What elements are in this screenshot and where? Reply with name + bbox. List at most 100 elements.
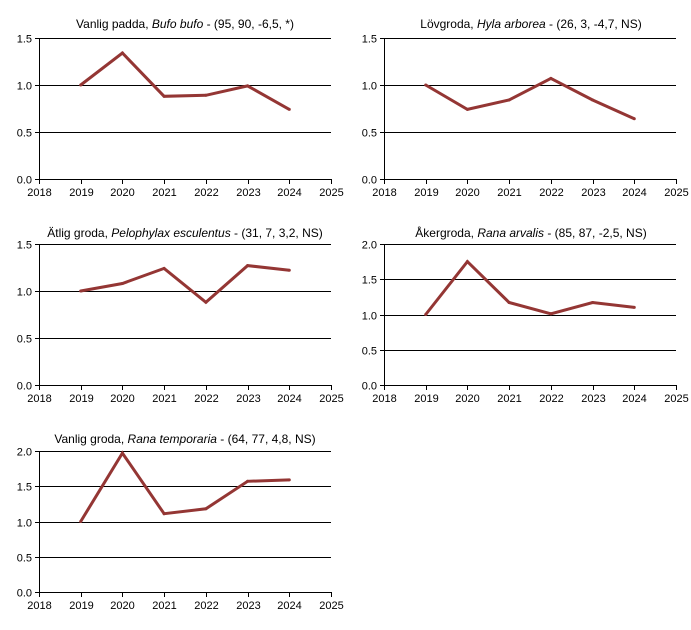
y-tick-label: 0.5 bbox=[362, 128, 377, 140]
chart-title: Åkergroda, Rana arvalis - (85, 87, -2,5,… bbox=[415, 225, 646, 240]
x-tick-label: 2023 bbox=[236, 393, 260, 405]
series-line-1 bbox=[79, 50, 291, 111]
x-tick-label: 2019 bbox=[69, 393, 93, 405]
y-tick-label: 0.5 bbox=[17, 553, 32, 565]
x-tick-label: 2022 bbox=[194, 187, 218, 199]
x-tick-label: 2020 bbox=[110, 393, 134, 405]
data-point bbox=[465, 260, 469, 264]
y-tick-label: 0.0 bbox=[362, 175, 377, 187]
x-tick-label: 2023 bbox=[581, 187, 605, 199]
y-tick-label: 0.0 bbox=[17, 588, 32, 600]
chart-title-latin: Rana arvalis bbox=[477, 226, 544, 240]
x-tick-label: 2025 bbox=[319, 393, 343, 405]
x-tick-label: 2018 bbox=[372, 393, 396, 405]
series-line-1 bbox=[424, 259, 635, 316]
x-tick-label: 2020 bbox=[455, 393, 479, 405]
chart-title-latin: Hyla arborea bbox=[477, 17, 546, 31]
y-tick-label: 2.0 bbox=[17, 447, 32, 459]
x-tick-label: 2025 bbox=[319, 187, 343, 199]
data-point bbox=[204, 300, 208, 304]
chart-title-latin: Pelophylax esculentus bbox=[111, 226, 230, 240]
data-point bbox=[591, 301, 595, 304]
chart-panel-4: Åkergroda, Rana arvalis - (85, 87, -2,5,… bbox=[362, 225, 689, 405]
x-tick-label: 2025 bbox=[664, 187, 688, 199]
x-tick-label: 2024 bbox=[622, 187, 646, 199]
chart-title-stats: - (31, 7, 3,2, NS) bbox=[231, 226, 323, 240]
data-point bbox=[162, 512, 166, 516]
x-tick-label: 2024 bbox=[277, 393, 301, 405]
data-point bbox=[79, 83, 83, 87]
y-tick-label: 0.5 bbox=[362, 346, 377, 358]
x-tick-label: 2023 bbox=[581, 393, 605, 405]
data-point bbox=[549, 312, 553, 316]
chart-title-stats: - (85, 87, -2,5, NS) bbox=[544, 226, 647, 240]
x-tick-label: 2019 bbox=[69, 187, 93, 199]
y-tick-label: 0.0 bbox=[362, 381, 377, 393]
x-tick-label: 2018 bbox=[27, 187, 51, 199]
chart-panel-1: Vanlig padda, Bufo bufo - (95, 90, -6,5,… bbox=[17, 17, 344, 199]
y-tick-label: 1.0 bbox=[17, 81, 32, 93]
y-tick-label: 0.0 bbox=[17, 381, 32, 393]
chart-title-stats: - (64, 77, 4,8, NS) bbox=[217, 432, 316, 446]
data-point bbox=[162, 266, 166, 270]
chart-title-latin: Bufo bufo bbox=[152, 17, 204, 31]
chart-title-stats: - (26, 3, -4,7, NS) bbox=[546, 17, 642, 31]
data-point bbox=[424, 313, 428, 316]
y-tick-label: 0.5 bbox=[17, 128, 32, 140]
chart-title-common: Ätlig groda, bbox=[47, 226, 111, 240]
x-tick-label: 2025 bbox=[319, 600, 343, 612]
x-tick-label: 2018 bbox=[372, 187, 396, 199]
x-tick-label: 2022 bbox=[539, 187, 563, 199]
data-point bbox=[507, 98, 511, 102]
data-point bbox=[120, 451, 124, 455]
series-line-1 bbox=[424, 76, 635, 121]
y-tick-label: 1.5 bbox=[362, 34, 377, 46]
chart-panel-5: Vanlig groda, Rana temporaria - (64, 77,… bbox=[17, 432, 344, 612]
x-tick-label: 2024 bbox=[622, 393, 646, 405]
chart-title-common: Vanlig padda, bbox=[76, 17, 152, 31]
y-tick-label: 1.5 bbox=[17, 482, 32, 494]
data-point bbox=[79, 289, 83, 293]
x-tick-label: 2023 bbox=[236, 600, 260, 612]
data-point bbox=[632, 117, 636, 121]
data-point bbox=[204, 507, 208, 511]
chart-title: Vanlig padda, Bufo bufo - (95, 90, -6,5,… bbox=[76, 17, 294, 31]
chart-title-common: Lövgroda, bbox=[420, 17, 477, 31]
y-tick-label: 1.0 bbox=[362, 311, 377, 323]
data-point bbox=[120, 51, 124, 55]
x-tick-label: 2022 bbox=[539, 393, 563, 405]
x-tick-label: 2019 bbox=[414, 393, 438, 405]
y-tick-label: 1.5 bbox=[17, 240, 32, 252]
x-tick-label: 2022 bbox=[194, 600, 218, 612]
chart-title-common: Vanlig groda, bbox=[54, 432, 127, 446]
data-point bbox=[246, 84, 250, 88]
y-tick-label: 1.0 bbox=[17, 518, 32, 530]
chart-title-common: Åkergroda, bbox=[415, 225, 477, 240]
chart-title: Vanlig groda, Rana temporaria - (64, 77,… bbox=[54, 432, 315, 446]
y-tick-label: 1.5 bbox=[17, 34, 32, 46]
x-tick-label: 2021 bbox=[152, 187, 176, 199]
x-tick-label: 2018 bbox=[27, 393, 51, 405]
x-tick-label: 2023 bbox=[236, 187, 260, 199]
chart-title-stats: - (95, 90, -6,5, *) bbox=[203, 17, 294, 31]
data-point bbox=[465, 107, 469, 111]
series-line-1 bbox=[79, 450, 290, 523]
x-tick-label: 2021 bbox=[152, 600, 176, 612]
x-tick-label: 2020 bbox=[455, 187, 479, 199]
y-tick-label: 0.5 bbox=[17, 334, 32, 346]
y-tick-label: 0.0 bbox=[17, 175, 32, 187]
chart-title-latin: Rana temporaria bbox=[128, 432, 218, 446]
x-tick-label: 2020 bbox=[110, 187, 134, 199]
x-tick-label: 2019 bbox=[414, 187, 438, 199]
data-point bbox=[287, 268, 291, 272]
chart-panel-2: Lövgroda, Hyla arborea - (26, 3, -4,7, N… bbox=[362, 17, 689, 199]
data-point bbox=[287, 107, 291, 111]
y-tick-label: 1.0 bbox=[17, 287, 32, 299]
x-tick-label: 2021 bbox=[497, 393, 521, 405]
x-tick-label: 2022 bbox=[194, 393, 218, 405]
x-tick-label: 2021 bbox=[497, 187, 521, 199]
chart-title: Ätlig groda, Pelophylax esculentus - (31… bbox=[47, 226, 323, 240]
data-point bbox=[591, 98, 595, 102]
x-tick-label: 2020 bbox=[110, 600, 134, 612]
